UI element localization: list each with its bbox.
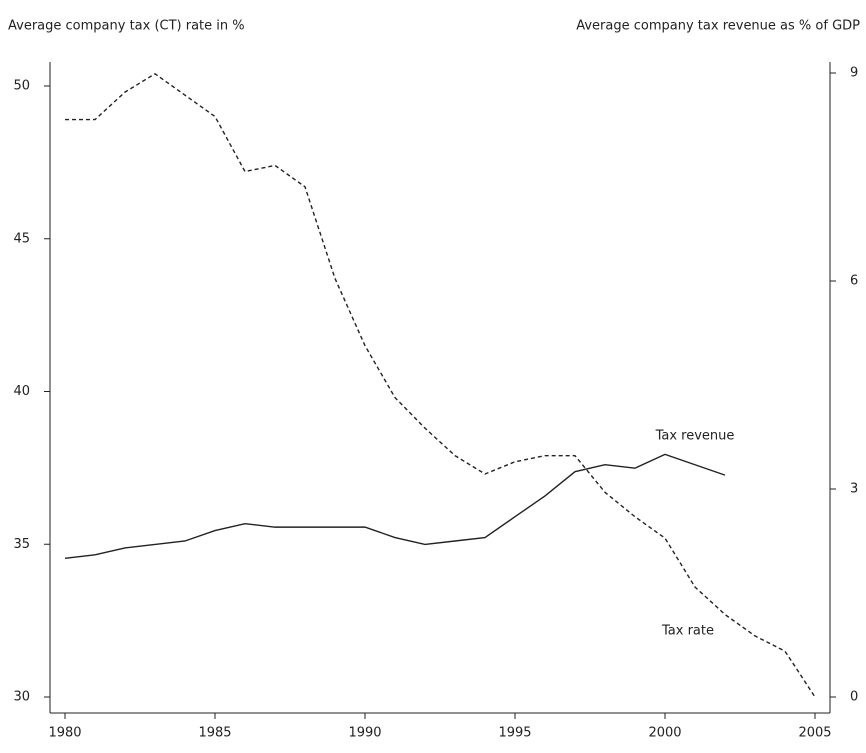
y-tick-label: 30 — [13, 690, 30, 705]
y-tick-label: 45 — [13, 231, 30, 246]
x-tick-label: 1995 — [498, 726, 531, 741]
right-axis-title: Average company tax revenue as % of GDP — [576, 19, 860, 34]
series-label: Tax rate — [661, 624, 714, 639]
y-tick-label: 35 — [13, 537, 30, 552]
x-tick-label: 2005 — [798, 726, 831, 741]
y-tick-label: 50 — [13, 79, 30, 94]
series-label: Tax revenue — [655, 429, 735, 444]
x-tick-label: 2000 — [648, 726, 681, 741]
series-line — [65, 72, 816, 698]
x-tick-label: 1980 — [48, 726, 81, 741]
y2-tick-label: 3 — [850, 482, 858, 497]
y2-tick-label: 6 — [850, 274, 858, 289]
y2-tick-label: 0 — [850, 690, 858, 705]
x-tick-label: 1985 — [198, 726, 231, 741]
x-tick-label: 1990 — [348, 726, 381, 741]
left-axis-title: Average company tax (CT) rate in % — [8, 19, 245, 34]
y-tick-label: 40 — [13, 384, 30, 399]
series-line — [64, 453, 726, 560]
y2-tick-label: 9 — [850, 66, 858, 81]
